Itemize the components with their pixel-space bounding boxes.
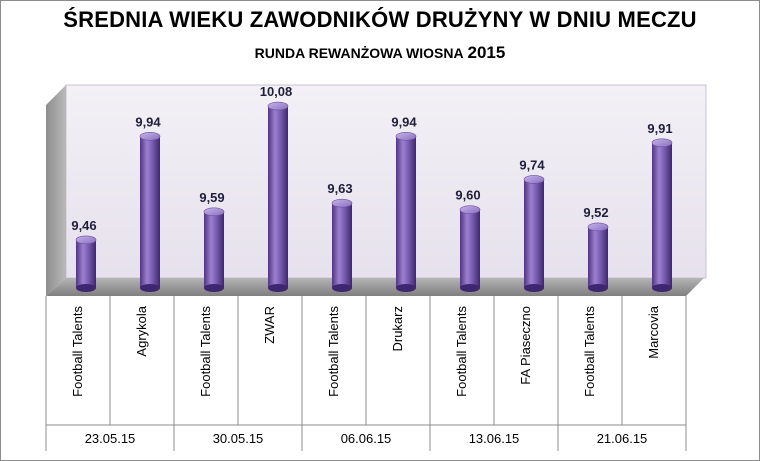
chart-title: ŚREDNIA WIEKU ZAWODNIKÓW DRUŻYNY W DNIU … [63, 7, 697, 32]
bar [395, 132, 417, 292]
bar [587, 222, 609, 292]
bar-top [75, 235, 97, 245]
bar-body [268, 106, 288, 289]
category-label: Agrykola [134, 305, 149, 356]
group-label: 21.06.15 [597, 431, 648, 446]
bar [651, 138, 673, 292]
bar-top [331, 198, 353, 208]
bar [523, 175, 545, 292]
subtitle-text: RUNDA REWANŻOWA WIOSNA [254, 45, 464, 61]
bar-body [524, 179, 544, 288]
category-label: Football Talents [198, 306, 213, 397]
group-label: 23.05.15 [85, 431, 136, 446]
category-label: Football Talents [582, 306, 597, 397]
data-label: 9,91 [647, 121, 672, 136]
bar-base [204, 284, 224, 292]
bar-base [652, 284, 672, 292]
category-axis: Football Talents Agrykola Football Talents… [45, 296, 687, 451]
bar-top [203, 207, 225, 217]
bar [75, 235, 97, 292]
data-label: 9,63 [327, 181, 352, 196]
data-label: 9,94 [391, 114, 417, 129]
category-label: FA Piaseczno [518, 306, 533, 385]
bar-base [332, 284, 352, 292]
back-wall [65, 84, 707, 279]
bar-body [140, 136, 160, 288]
group-label: 30.05.15 [213, 431, 264, 446]
group-label: 13.06.15 [469, 431, 520, 446]
data-label: 10,08 [260, 84, 293, 99]
data-label: 9,94 [135, 114, 161, 129]
data-label: 9,59 [199, 190, 224, 205]
category-label: Football Talents [454, 306, 469, 397]
bar-body [396, 136, 416, 288]
bar-base [76, 284, 96, 292]
plot-area: 9,46 9,94 9,59 10,08 9,63 9,94 9,60 9,74 9,52 9,9… [46, 84, 707, 296]
bar [267, 101, 289, 292]
bar-top [523, 175, 545, 184]
bar [139, 132, 161, 292]
bar-base [524, 284, 544, 292]
data-label: 9,52 [583, 205, 608, 220]
bar-top [651, 138, 673, 148]
bar-body [588, 226, 608, 288]
bar-base [460, 284, 480, 292]
bar-top [395, 132, 417, 141]
bar-top [587, 222, 609, 232]
data-label: 9,74 [519, 157, 545, 172]
category-label: Drukarz [390, 306, 405, 352]
bar-base [140, 284, 160, 292]
bar-body [76, 239, 96, 288]
bar-body [204, 211, 224, 288]
chart-subtitle: RUNDA REWANŻOWA WIOSNA 2015 [0, 43, 760, 63]
subtitle-year: 2015 [467, 43, 506, 62]
side-wall [46, 85, 66, 296]
bar-body [652, 142, 672, 288]
bar-body [460, 209, 480, 288]
data-label: 9,46 [71, 218, 96, 233]
category-label: Football Talents [70, 306, 85, 397]
bar [203, 207, 225, 292]
bar-top [139, 132, 161, 141]
category-label: ZWAR [262, 306, 277, 344]
bar-top [459, 205, 481, 214]
bar-base [268, 284, 288, 292]
category-label: Marcovia [646, 305, 661, 359]
category-label: Football Talents [326, 306, 341, 397]
bar-top [267, 101, 289, 111]
bar [331, 198, 353, 292]
bar-base [588, 284, 608, 292]
group-label: 06.06.15 [341, 431, 392, 446]
bar [459, 205, 481, 292]
bar-body [332, 203, 352, 288]
data-label: 9,60 [455, 188, 480, 203]
bar-base [396, 284, 416, 292]
